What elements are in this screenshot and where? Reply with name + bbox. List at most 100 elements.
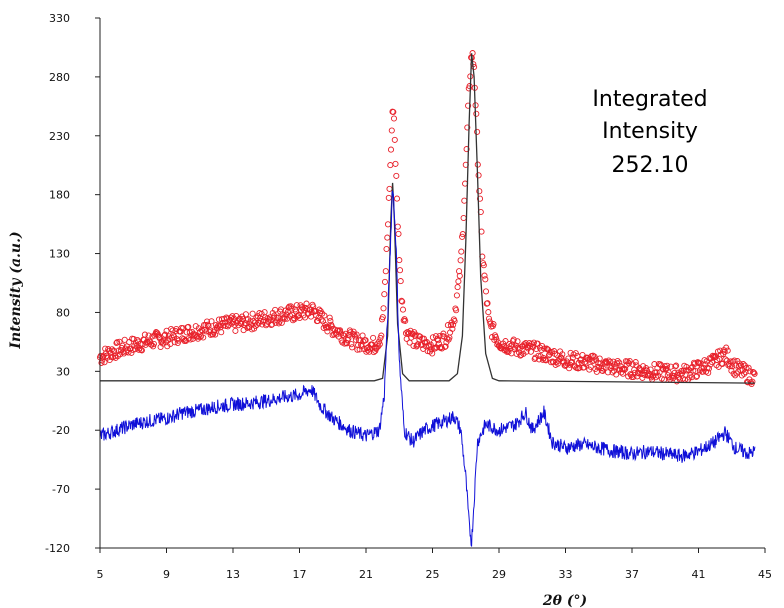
observed-point [380, 305, 387, 312]
observed-point [456, 272, 463, 279]
observed-point [457, 257, 464, 264]
observed-point [482, 276, 489, 283]
observed-point [396, 257, 403, 264]
observed-point [604, 369, 612, 376]
observed-point [473, 110, 480, 117]
observed-point [673, 362, 680, 369]
observed-point [705, 369, 712, 376]
observed-point [656, 369, 663, 376]
observed-point [559, 351, 566, 358]
observed-point [391, 136, 398, 143]
annotation-line-1: Integrated [592, 87, 707, 112]
observed-point [114, 339, 121, 346]
observed-point [322, 324, 329, 331]
observed-point [348, 341, 355, 348]
observed-point [653, 369, 660, 376]
observed-point [279, 311, 286, 318]
observed-point [258, 310, 265, 317]
observed-point [687, 372, 694, 379]
observed-point [384, 234, 391, 241]
observed-point [200, 334, 207, 341]
observed-point [304, 306, 311, 313]
observed-point [379, 314, 386, 321]
observed-point [429, 350, 436, 357]
observed-point [230, 318, 237, 326]
y-tick-label: 280 [49, 71, 70, 84]
observed-point [169, 327, 176, 334]
observed-point [303, 300, 310, 307]
observed-point [381, 278, 389, 285]
observed-point [613, 371, 620, 378]
observed-point [116, 338, 123, 345]
observed-point [373, 344, 380, 351]
observed-point [624, 358, 631, 365]
observed-point [376, 338, 383, 345]
observed-point [591, 353, 598, 360]
observed-point [460, 214, 467, 222]
observed-point [193, 333, 200, 340]
observed-point [253, 314, 260, 321]
observed-point [698, 365, 705, 372]
observed-point [693, 372, 701, 380]
observed-point [366, 348, 373, 355]
observed-point [671, 369, 678, 376]
observed-point [394, 223, 401, 230]
x-axis-label: 2θ (°) [542, 593, 587, 608]
observed-point [218, 329, 225, 336]
observed-point [535, 352, 542, 359]
observed-point [402, 317, 409, 324]
observed-point [742, 369, 749, 376]
observed-point [145, 332, 152, 339]
observed-point [551, 348, 558, 355]
observed-point [453, 307, 460, 314]
observed-point [542, 357, 549, 364]
observed-point [399, 306, 407, 313]
observed-point [326, 314, 333, 321]
observed-point [576, 364, 583, 371]
observed-point [390, 108, 397, 116]
x-tick-label: 9 [163, 568, 170, 581]
observed-point [386, 185, 393, 192]
observed-point [384, 221, 392, 228]
observed-point [327, 317, 334, 324]
observed-point [259, 321, 266, 328]
y-tick-label: -20 [52, 424, 70, 437]
observed-point [705, 365, 713, 372]
observed-point [453, 292, 460, 299]
observed-point [744, 379, 751, 386]
y-tick-label: 30 [56, 365, 70, 378]
observed-point [113, 339, 120, 347]
observed-point [205, 322, 212, 330]
y-tick-label: 80 [56, 306, 70, 319]
observed-point [466, 83, 473, 90]
observed-point [204, 321, 211, 328]
observed-point [451, 318, 458, 325]
observed-point [711, 352, 718, 359]
observed-point [382, 268, 389, 275]
x-tick-label: 17 [293, 568, 307, 581]
observed-point [321, 312, 328, 319]
annotation-line-2: Intensity [602, 119, 698, 144]
observed-point [741, 370, 748, 377]
observed-point [399, 298, 406, 305]
observed-point [392, 160, 399, 167]
observed-point [138, 347, 145, 354]
x-tick-label: 13 [226, 568, 240, 581]
observed-point [162, 331, 169, 338]
observed-point [749, 378, 756, 385]
observed-point [602, 358, 609, 365]
observed-point [141, 331, 148, 338]
observed-point [475, 172, 482, 179]
observed-point [385, 194, 392, 201]
observed-point [249, 310, 256, 317]
observed-point [202, 321, 209, 329]
observed-point [132, 346, 139, 353]
observed-point [545, 352, 552, 359]
observed-point [388, 127, 395, 134]
observed-point [740, 361, 747, 368]
x-tick-label: 5 [97, 568, 104, 581]
observed-point [693, 373, 700, 380]
observed-point [126, 339, 133, 346]
observed-point [397, 278, 404, 285]
observed-point [342, 330, 349, 337]
